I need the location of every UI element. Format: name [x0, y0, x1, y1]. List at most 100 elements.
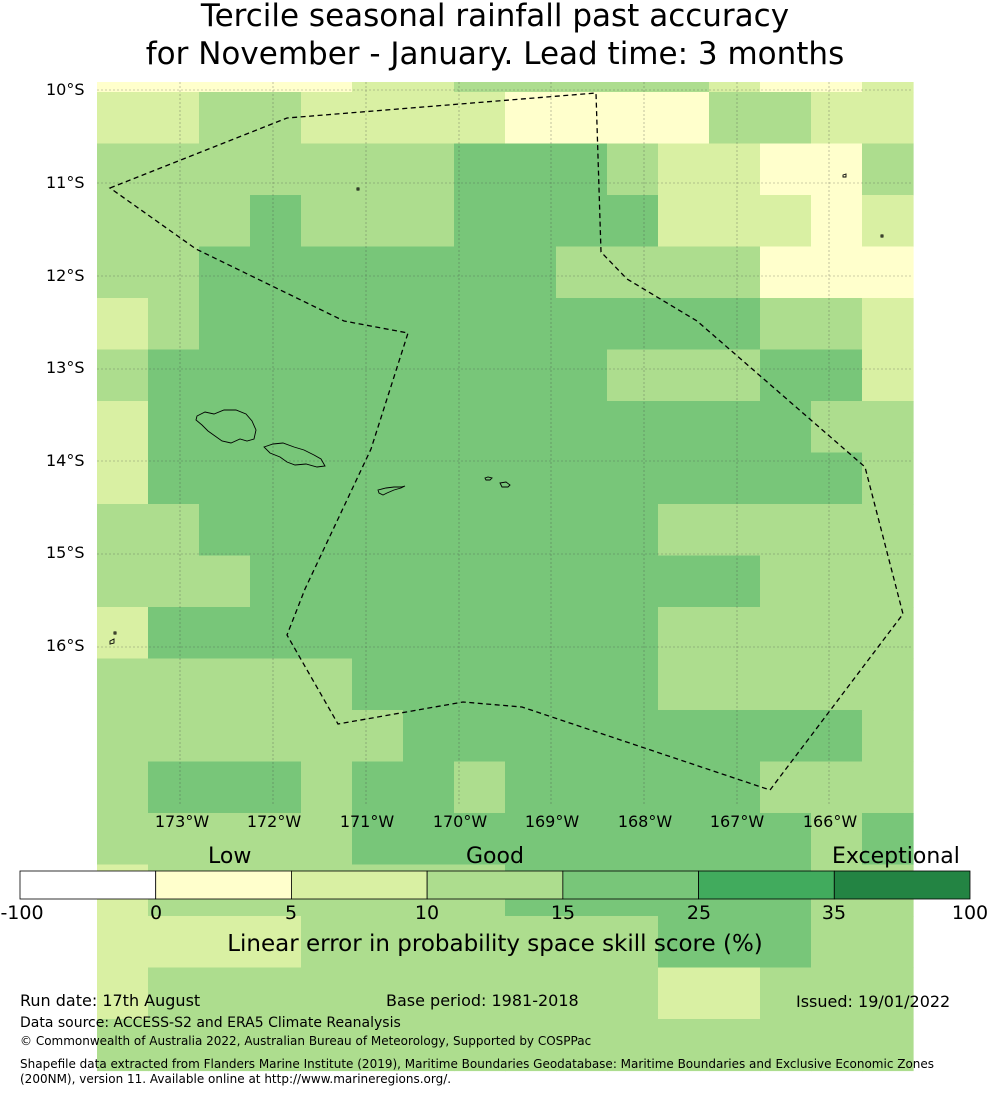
grid-cell: [862, 82, 914, 93]
grid-cell: [556, 710, 608, 763]
grid-cell: [811, 504, 863, 557]
grid-cell: [148, 761, 200, 814]
lat-label-12s: 12°S: [46, 266, 85, 285]
grid-cell: [607, 916, 659, 969]
grid-cell: [301, 143, 353, 196]
grid-cell: [199, 82, 251, 93]
grid-cell: [658, 504, 710, 557]
grid-cell: [505, 246, 557, 299]
grid-cell: [250, 246, 302, 299]
grid-cell: [97, 761, 149, 814]
grid-cell: [556, 607, 608, 660]
grid-cell: [505, 658, 557, 711]
grid-cell: [709, 555, 761, 608]
grid-cell: [199, 349, 251, 402]
grid-cell: [862, 504, 914, 557]
grid-cell: [760, 504, 812, 557]
grid-cell: [199, 555, 251, 608]
map-title-line-1: Tercile seasonal rainfall past accuracy: [200, 0, 790, 34]
grid-cell: [556, 349, 608, 402]
eez-boundary: [108, 92, 904, 791]
grid-cell: [811, 916, 863, 969]
grid-cell: [352, 195, 404, 248]
grid-cell: [301, 401, 353, 454]
colorbar-segment: [19, 870, 157, 900]
grid-cell: [454, 555, 506, 608]
colorbar-segment: [833, 870, 971, 900]
island-small-e: [113, 631, 117, 635]
grid-cell: [403, 555, 455, 608]
grid-cell: [250, 658, 302, 711]
colorbar-segment: [426, 870, 564, 900]
grid-cell: [403, 607, 455, 660]
grid-cell: [505, 761, 557, 814]
colorbar-segment: [698, 870, 835, 900]
grid-cell: [97, 504, 149, 557]
colorbar-tick-100: 100: [951, 902, 989, 924]
grid-cell: [148, 349, 200, 402]
grid-cell: [454, 195, 506, 248]
grid-cell: [811, 195, 863, 248]
grid-cell: [709, 761, 761, 814]
grid-cell: [97, 607, 149, 660]
grid-cell: [352, 504, 404, 557]
grid-cell: [709, 813, 761, 866]
grid-cell: [505, 710, 557, 763]
grid-cell: [250, 298, 302, 351]
grid-cell: [352, 246, 404, 299]
grid-cell: [250, 504, 302, 557]
grid-cell: [760, 967, 812, 1020]
grid-cell: [454, 349, 506, 402]
grid-cell: [760, 143, 812, 196]
grid-cell: [403, 813, 455, 866]
grid-cell: [199, 195, 251, 248]
grid-cell: [658, 967, 710, 1020]
grid-cell: [97, 658, 149, 711]
grid-cell: [556, 401, 608, 454]
grid-cell: [352, 761, 404, 814]
grid-cell: [352, 92, 404, 145]
grid-cell: [301, 92, 353, 145]
island-tutuila: [377, 485, 406, 496]
grid-cell: [607, 504, 659, 557]
grid-cell: [709, 401, 761, 454]
lat-label-14s: 14°S: [46, 451, 85, 470]
grid-cell: [658, 1019, 710, 1072]
grid-cell: [403, 761, 455, 814]
colorbar-label: Linear error in probability space skill …: [227, 931, 763, 957]
grid-cell: [556, 246, 608, 299]
grid-cell: [607, 298, 659, 351]
grid-cell: [403, 710, 455, 763]
grid-cell: [556, 195, 608, 248]
grid-cell: [658, 82, 710, 93]
colorbar-tick-25: 25: [686, 902, 712, 924]
grid-cell: [811, 92, 863, 145]
grid-cell: [556, 916, 608, 969]
grid-cell: [505, 298, 557, 351]
lat-label-11s: 11°S: [46, 173, 85, 192]
colorbar-segment: [291, 870, 428, 900]
grid-cell: [97, 246, 149, 299]
grid-cell: [301, 607, 353, 660]
grid-cell: [760, 82, 812, 93]
grid-cell: [811, 298, 863, 351]
grid-cell: [352, 143, 404, 196]
lon-label-166w: 166°W: [802, 812, 858, 831]
grid-cell: [97, 1019, 149, 1072]
grid-cell: [862, 298, 914, 351]
grid-cell: [862, 710, 914, 763]
grid-cell: [148, 401, 200, 454]
grid-cell: [658, 658, 710, 711]
grid-cell: [403, 246, 455, 299]
grid-cell: [505, 1019, 557, 1072]
grid-cell: [250, 555, 302, 608]
grid-cell: [505, 504, 557, 557]
grid-cell: [556, 658, 608, 711]
grid-cell: [403, 92, 455, 145]
grid-cell: [148, 607, 200, 660]
grid-cell: [556, 555, 608, 608]
grid-cell: [403, 195, 455, 248]
grid-cell: [505, 92, 557, 145]
grid-cell: [454, 246, 506, 299]
grid-cell: [199, 916, 251, 969]
